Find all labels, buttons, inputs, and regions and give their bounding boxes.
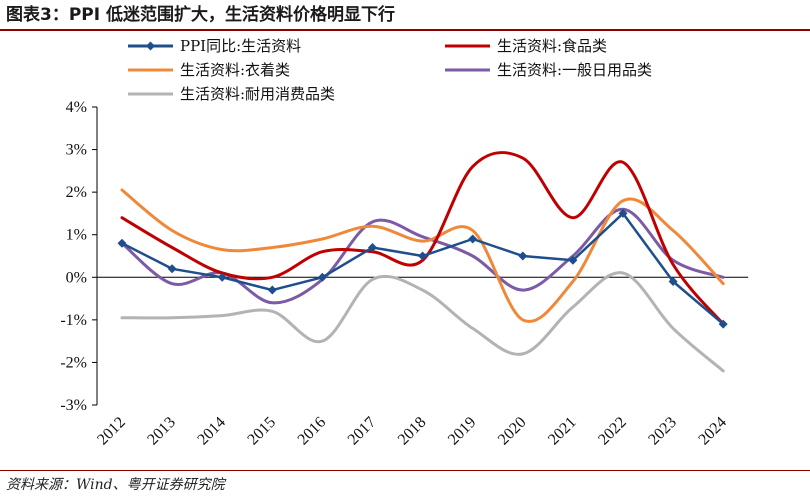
data-point-marker xyxy=(718,319,728,329)
data-point-marker xyxy=(267,285,277,295)
x-tick-label: 2012 xyxy=(94,414,129,449)
y-tick-label: -1% xyxy=(60,312,87,329)
x-tick-label: 2018 xyxy=(395,414,430,449)
x-tick-label: 2013 xyxy=(144,414,179,449)
legend-label: 生活资料:一般日用品类 xyxy=(497,61,652,79)
series-4 xyxy=(120,271,725,373)
series-group xyxy=(117,151,728,373)
data-point-marker xyxy=(618,208,628,218)
axes: -3% -2% -1% 0% 1% 2% 3% 4% 2012 2013 2014 2015 2016 2… xyxy=(60,99,749,449)
series-1 xyxy=(120,151,725,326)
y-tick-label: -3% xyxy=(60,397,87,414)
series-line xyxy=(120,271,725,373)
y-tick-label: 0% xyxy=(66,269,87,286)
legend-marker xyxy=(146,41,155,51)
y-tick-label: -2% xyxy=(60,354,87,371)
y-tick-label: 2% xyxy=(66,184,87,201)
data-point-marker xyxy=(217,272,227,282)
chart-title: 图表3：PPI 低迷范围扩大，生活资料价格明显下行 xyxy=(6,5,395,25)
x-tick-label: 2019 xyxy=(445,414,480,449)
x-tick-label: 2021 xyxy=(545,414,580,449)
legend-item: PPI同比:生活资料 xyxy=(128,37,301,55)
y-tick-label: 4% xyxy=(66,99,87,116)
y-tick-label: 1% xyxy=(66,227,87,244)
legend-item: 生活资料:耐用消费品类 xyxy=(128,85,335,103)
legend-label: PPI同比:生活资料 xyxy=(180,37,301,55)
x-tick-label: 2017 xyxy=(345,414,380,449)
legend-label: 生活资料:衣着类 xyxy=(180,61,290,79)
x-tick-label: 2022 xyxy=(595,414,630,449)
legend-label: 生活资料:食品类 xyxy=(497,37,607,55)
series-0 xyxy=(117,208,728,329)
x-tick-label: 2015 xyxy=(244,414,279,449)
data-point-marker xyxy=(668,277,678,287)
source-divider xyxy=(0,470,810,471)
legend-item: 生活资料:食品类 xyxy=(445,37,607,55)
data-point-marker xyxy=(317,272,327,282)
source-note: 资料来源：Wind、粤开证券研究院 xyxy=(6,477,225,493)
data-point-marker xyxy=(518,251,528,261)
legend-label: 生活资料:耐用消费品类 xyxy=(180,85,335,103)
data-point-marker xyxy=(167,264,177,274)
x-tick-label: 2014 xyxy=(194,414,229,449)
x-tick-label: 2016 xyxy=(295,414,330,449)
x-tick-label: 2023 xyxy=(645,414,680,449)
y-tick-label: 3% xyxy=(66,142,87,159)
data-point-marker xyxy=(568,255,578,265)
data-point-marker xyxy=(418,251,428,261)
data-point-marker xyxy=(468,234,478,244)
title-divider xyxy=(0,29,810,31)
data-point-marker xyxy=(368,242,377,252)
series-line xyxy=(120,151,725,326)
x-tick-label: 2024 xyxy=(695,414,730,449)
legend-item: 生活资料:衣着类 xyxy=(128,61,290,79)
legend-item: 生活资料:一般日用品类 xyxy=(445,61,652,79)
x-tick-label: 2020 xyxy=(495,414,530,449)
data-point-marker xyxy=(117,238,127,248)
